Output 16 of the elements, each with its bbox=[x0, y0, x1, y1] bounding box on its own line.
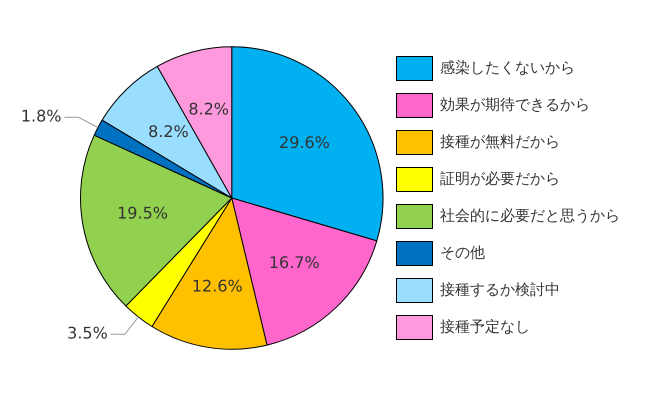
legend-label: 接種するか検討中 bbox=[440, 280, 560, 298]
legend-label: 接種予定なし bbox=[440, 317, 530, 336]
legend-label: その他 bbox=[440, 243, 485, 262]
data-label: 3.5% bbox=[67, 323, 108, 342]
legend-label: 証明が必要だから bbox=[440, 169, 560, 188]
data-label: 29.6% bbox=[279, 132, 330, 152]
data-label: 12.6% bbox=[192, 276, 243, 296]
data-label: 1.8% bbox=[20, 106, 62, 126]
data-label: 19.5% bbox=[117, 204, 168, 223]
legend-label: 効果が期待できるから bbox=[440, 95, 590, 114]
data-label: 8.2% bbox=[188, 99, 229, 118]
legend-label: 感染したくないから bbox=[440, 58, 575, 76]
data-label: 8.2% bbox=[148, 122, 189, 142]
data-label: 16.7% bbox=[268, 252, 320, 272]
legend-label: 接種が無料だから bbox=[440, 132, 560, 150]
legend-label: 社会的に必要だと思うから bbox=[440, 206, 620, 224]
